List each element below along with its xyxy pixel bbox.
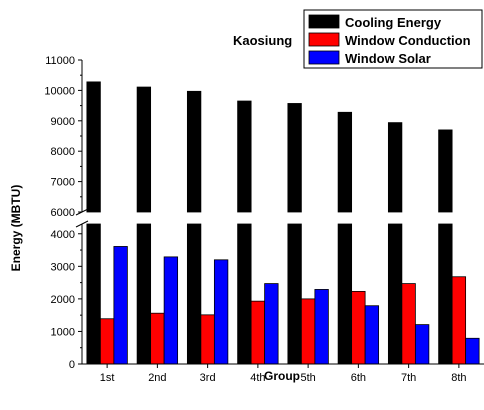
legend-label: Cooling Energy [345,15,442,30]
y-tick-label: 4000 [51,229,75,241]
bar-window-solar [213,259,229,365]
bar-cooling-energy-lower [136,223,152,365]
axis-break-mark [75,220,89,228]
bar-window-conduction [250,300,266,365]
legend-label: Window Solar [345,51,431,66]
bar-cooling-energy-lower [287,223,302,365]
y-tick-label: 3000 [51,261,75,273]
bar-cooling-energy-upper [438,129,453,213]
chart-annotation: Kaosiung [233,33,292,48]
x-tick-label: 5th [300,372,315,384]
bar-cooling-energy-upper [86,81,101,213]
bar-window-conduction [99,318,115,365]
bar-cooling-energy-upper [337,111,353,213]
y-tick-label: 6000 [51,207,75,219]
y-tick-label: 7000 [51,177,75,189]
x-tick-label: 8th [451,372,466,384]
bar-cooling-energy-lower [438,223,453,365]
bar-cooling-energy-lower [387,223,403,365]
bar-cooling-energy-lower [86,223,101,365]
y-tick-label: 0 [69,359,75,371]
bar-window-solar [264,283,279,365]
bar-window-conduction [451,276,467,365]
legend-label: Window Conduction [345,33,471,48]
y-tick-label: 9000 [51,116,75,128]
bar-cooling-energy-upper [237,100,252,213]
y-tick-label: 1000 [51,326,75,338]
legend-swatch [308,50,340,65]
bar-window-solar [314,289,329,365]
bar-window-solar [163,256,179,365]
bar-cooling-energy-upper [387,122,403,213]
bar-cooling-energy-upper [136,86,152,213]
bar-cooling-energy-lower [337,223,353,365]
x-axis-title: Group [264,369,300,383]
bar-cooling-energy-upper [287,103,302,213]
bar-window-conduction [200,314,215,365]
axes-group: 1st 2nd 3rd 4th 5th 6th 7th 8th 6000 7000 8000 9000… [44,55,484,384]
bar-cooling-energy-lower [237,223,252,365]
y-tick-label: 11000 [45,55,75,67]
bar-window-conduction [150,312,165,365]
bar-window-conduction [401,283,416,365]
legend-swatch [308,32,340,47]
bar-cooling-energy-lower [186,223,202,365]
x-tick-label: 3rd [200,372,216,384]
x-tick-label: 7th [401,372,416,384]
y-tick-label: 2000 [51,294,75,306]
bar-window-conduction [351,290,366,365]
bar-window-solar [113,246,128,365]
legend-swatch [308,14,340,29]
bars-group [86,81,480,365]
legend: Cooling Energy Window Conduction Window So… [303,9,483,69]
bar-window-solar [465,337,480,365]
bar-window-conduction [300,298,316,365]
y-tick-label: 8000 [51,146,75,158]
x-tick-label: 1st [100,372,115,384]
x-tick-label: 6th [351,372,366,384]
y-axis-title: Energy (MBTU) [9,185,23,272]
bar-window-solar [414,324,430,365]
x-tick-label: 4th [250,372,265,384]
y-tick-label: 10000 [44,85,75,97]
bar-cooling-energy-upper [186,90,202,213]
bar-window-solar [364,305,380,365]
x-tick-label: 2nd [148,372,166,384]
